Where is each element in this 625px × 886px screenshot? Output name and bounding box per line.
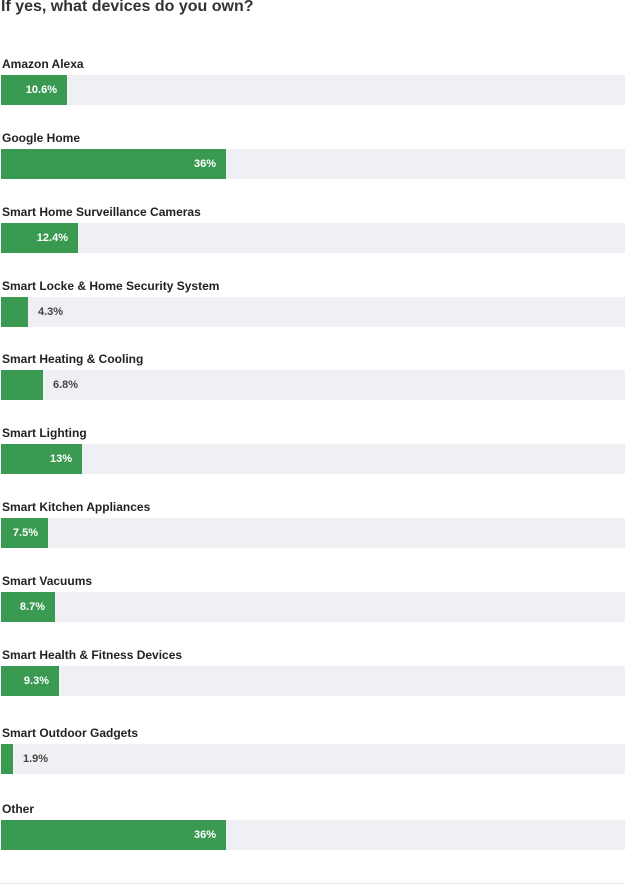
- bar-row: Smart Health & Fitness Devices 9.3%: [0, 648, 625, 700]
- bar-track: 4.3%: [1, 297, 625, 327]
- category-label: Other: [2, 802, 35, 816]
- bar: [1, 820, 226, 850]
- bar-row: Other 36%: [0, 802, 625, 854]
- bar-row: Smart Heating & Cooling 6.8%: [0, 352, 625, 404]
- bar-row: Google Home 36%: [0, 131, 625, 183]
- value-label: 8.7%: [19, 601, 45, 613]
- bar: [1, 223, 78, 253]
- bar-track: 8.7%: [1, 592, 625, 622]
- value-label: 36%: [193, 158, 216, 170]
- bar: [1, 592, 55, 622]
- category-label: Google Home: [2, 131, 81, 145]
- bar: [1, 744, 13, 774]
- category-label: Smart Heating & Cooling: [2, 352, 144, 366]
- bar-track: 36%: [1, 820, 625, 850]
- value-label: 10.6%: [25, 84, 57, 96]
- bar-track: 6.8%: [1, 370, 625, 400]
- bar-row: Smart Home Surveillance Cameras 12.4%: [0, 205, 625, 257]
- bar-track: 10.6%: [1, 75, 625, 105]
- question-title: If yes, what devices do you own?: [1, 0, 254, 15]
- value-label: 7.5%: [12, 527, 38, 539]
- value-label: 12.4%: [36, 232, 68, 244]
- category-label: Smart Vacuums: [2, 574, 93, 588]
- bar-row: Smart Locke & Home Security System 4.3%: [0, 279, 625, 331]
- bar: [1, 75, 67, 105]
- bar-track: 13%: [1, 444, 625, 474]
- category-label: Amazon Alexa: [2, 57, 84, 71]
- bar-row: Smart Vacuums 8.7%: [0, 574, 625, 626]
- bar-track: 12.4%: [1, 223, 625, 253]
- value-label: 6.8%: [53, 379, 79, 391]
- value-label: 1.9%: [23, 753, 49, 765]
- bar: [1, 666, 59, 696]
- bar-row: Smart Kitchen Appliances 7.5%: [0, 500, 625, 552]
- bar-track: 7.5%: [1, 518, 625, 548]
- value-label: 4.3%: [38, 306, 64, 318]
- bar-track: 1.9%: [1, 744, 625, 774]
- bar-row: Smart Outdoor Gadgets 1.9%: [0, 726, 625, 778]
- bar-row: Smart Lighting 13%: [0, 426, 625, 478]
- bar-row: Amazon Alexa 10.6%: [0, 57, 625, 109]
- category-label: Smart Locke & Home Security System: [2, 279, 220, 293]
- value-label: 36%: [193, 829, 216, 841]
- category-label: Smart Lighting: [2, 426, 87, 440]
- bottom-divider: [0, 883, 625, 884]
- bar: [1, 370, 43, 400]
- category-label: Smart Health & Fitness Devices: [2, 648, 183, 662]
- bar-track: 36%: [1, 149, 625, 179]
- value-label: 13%: [49, 453, 72, 465]
- category-label: Smart Home Surveillance Cameras: [2, 205, 201, 219]
- value-label: 9.3%: [23, 675, 49, 687]
- category-label: Smart Outdoor Gadgets: [2, 726, 139, 740]
- bar: [1, 297, 28, 327]
- bar: [1, 518, 48, 548]
- bar: [1, 149, 226, 179]
- category-label: Smart Kitchen Appliances: [2, 500, 151, 514]
- bar-track: 9.3%: [1, 666, 625, 696]
- bar: [1, 444, 82, 474]
